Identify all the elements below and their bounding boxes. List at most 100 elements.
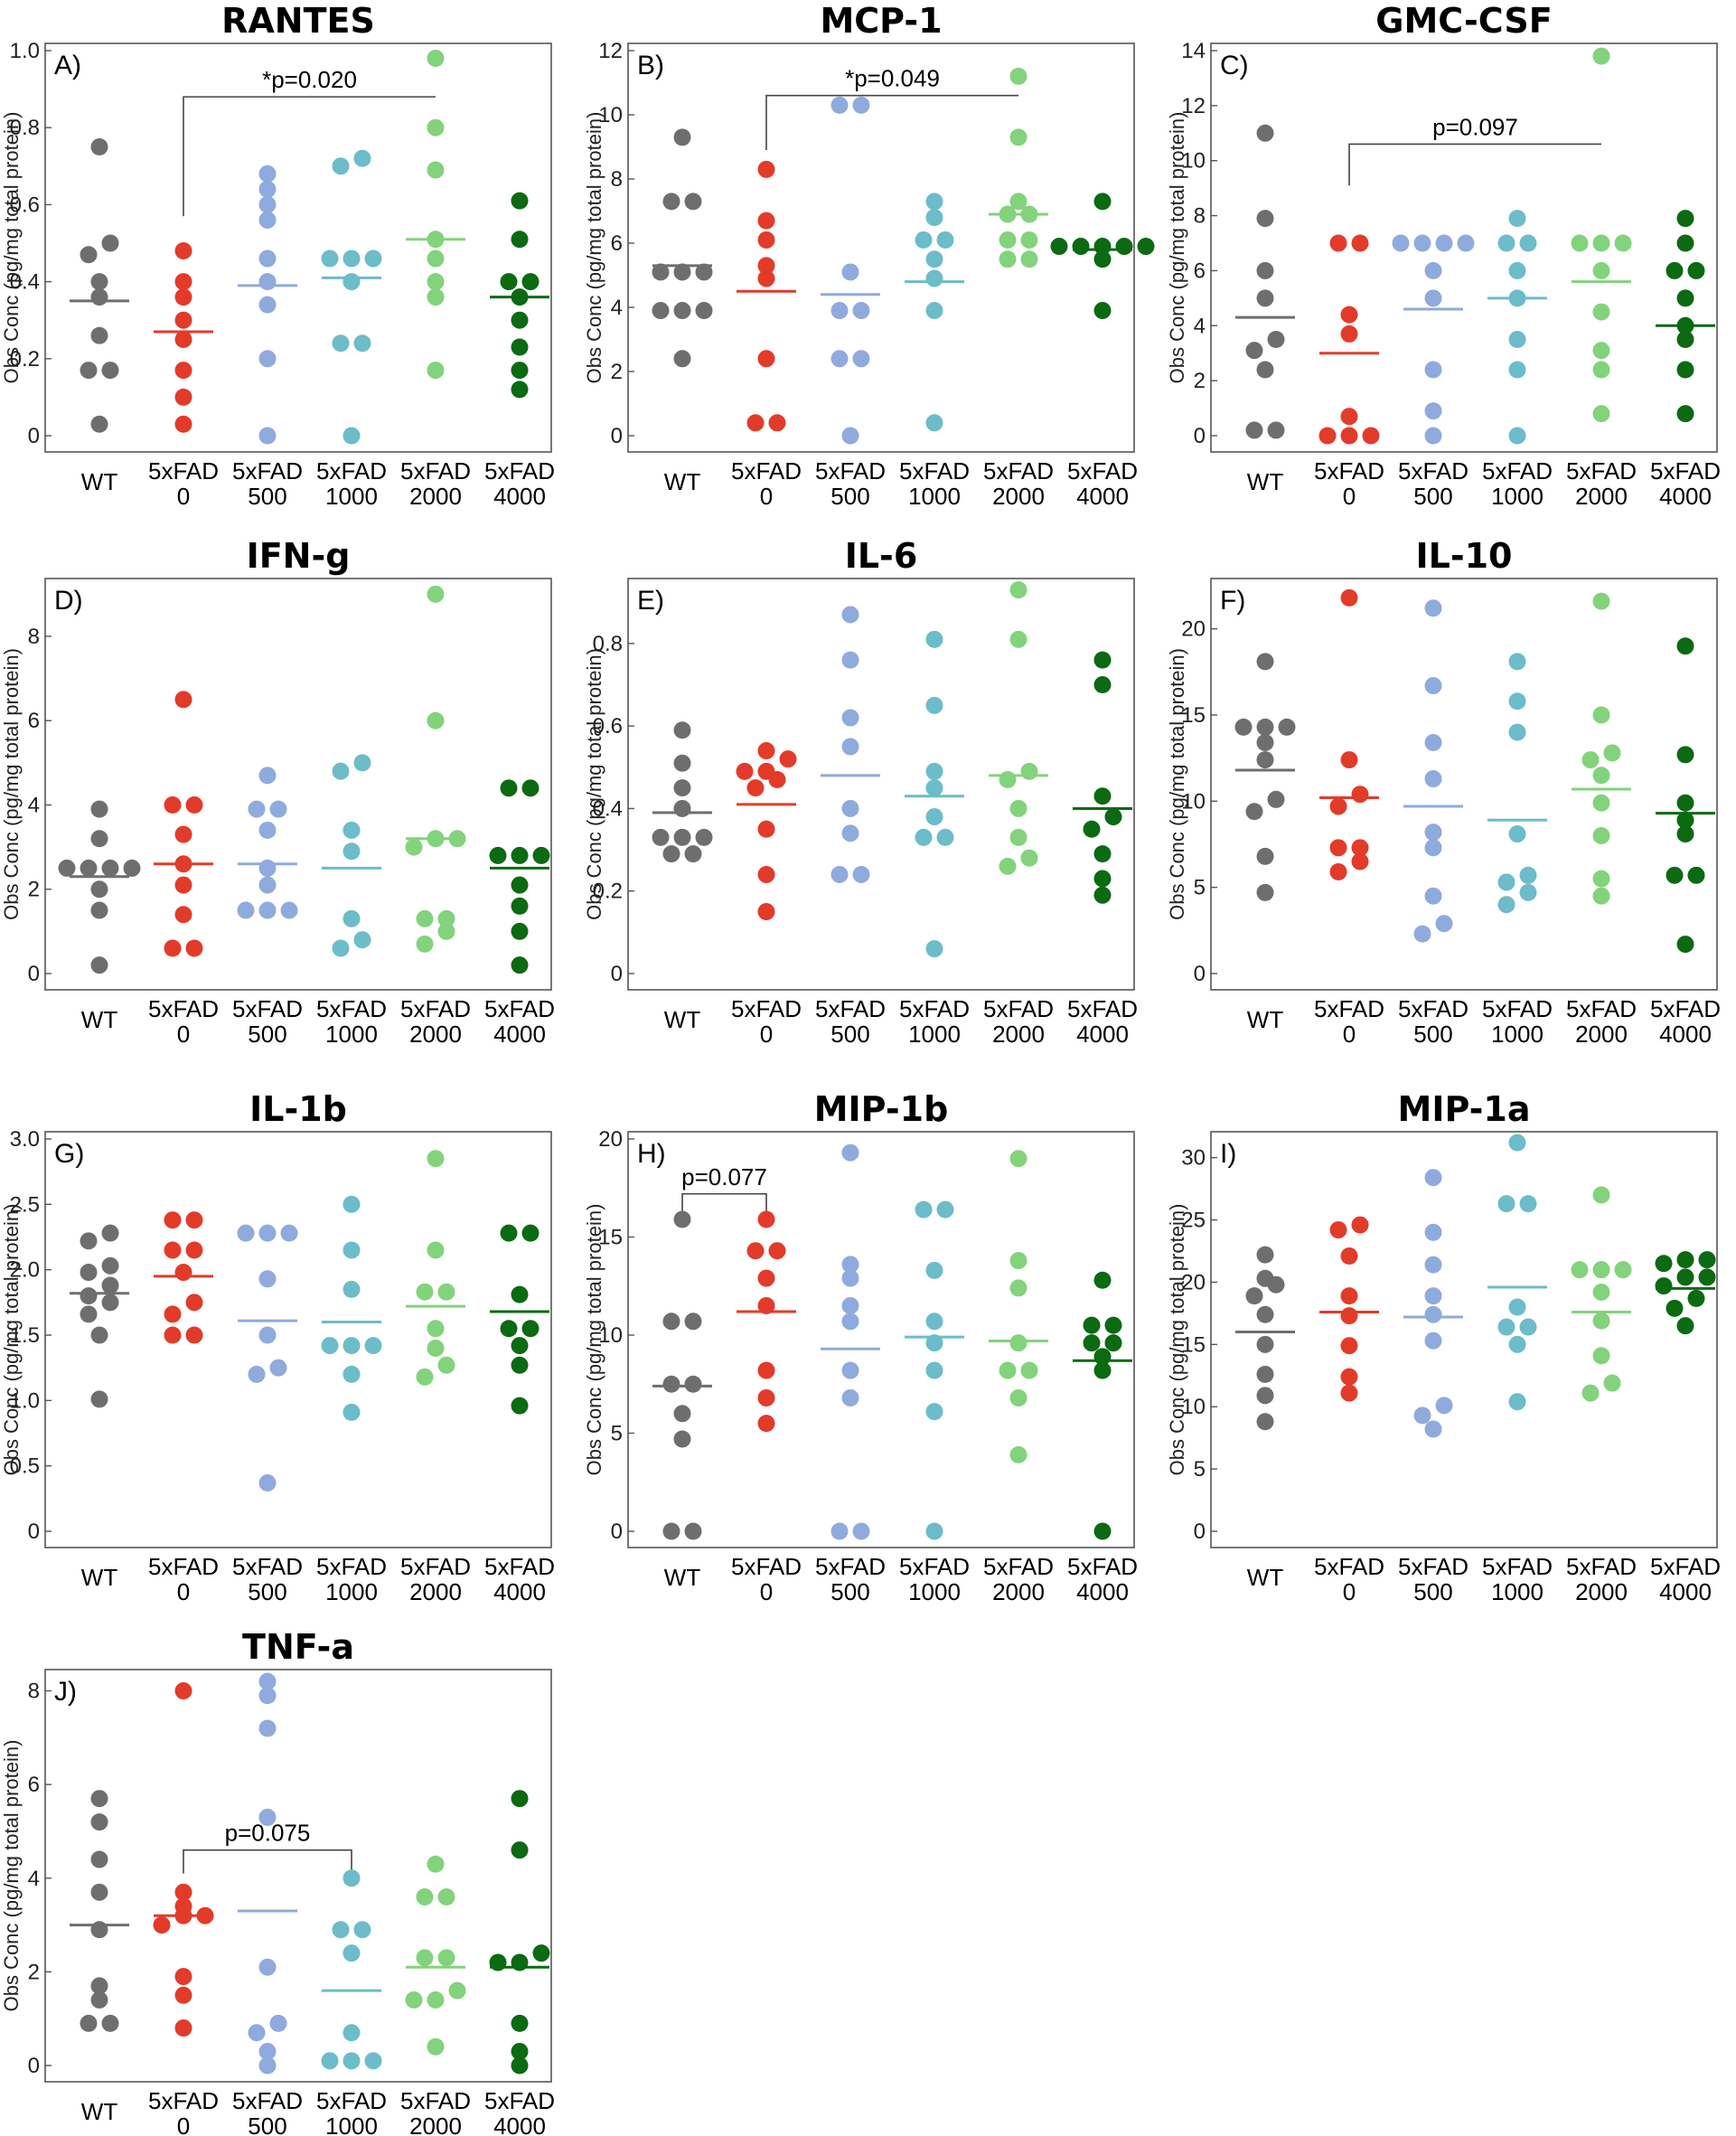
data-point bbox=[1508, 1134, 1526, 1152]
panel-title: MCP-1 bbox=[820, 1, 942, 41]
data-point bbox=[1104, 1334, 1122, 1352]
x-category-label: 5xFAD bbox=[148, 457, 219, 485]
data-point bbox=[1256, 1269, 1274, 1287]
y-tick-label: 0 bbox=[28, 424, 40, 448]
data-point bbox=[258, 1672, 277, 1690]
data-point bbox=[90, 288, 108, 306]
y-tick-label: 0.4 bbox=[593, 796, 623, 821]
data-point bbox=[500, 1320, 518, 1338]
x-category-label: WT bbox=[664, 468, 701, 495]
data-point bbox=[925, 762, 943, 780]
data-point bbox=[258, 296, 277, 314]
y-tick-label: 4 bbox=[28, 1867, 40, 1891]
data-point bbox=[343, 1241, 361, 1259]
data-point bbox=[852, 1522, 870, 1540]
data-point bbox=[1009, 828, 1028, 846]
data-point bbox=[841, 1388, 859, 1407]
y-tick-label: 0.4 bbox=[10, 270, 40, 295]
data-point bbox=[174, 388, 192, 406]
data-point bbox=[1508, 1393, 1526, 1411]
data-point bbox=[915, 828, 933, 846]
data-point bbox=[364, 2052, 382, 2070]
data-point bbox=[1093, 676, 1112, 694]
data-point bbox=[1137, 238, 1155, 256]
x-category-label: 5xFAD bbox=[1398, 995, 1469, 1022]
data-point bbox=[174, 1883, 192, 1901]
data-point bbox=[1256, 1365, 1274, 1383]
data-point bbox=[1104, 1316, 1122, 1334]
y-axis-label: Obs Conc (pg/mg total protein) bbox=[1166, 112, 1188, 384]
data-point bbox=[925, 1522, 943, 1540]
significance-bracket bbox=[183, 1849, 352, 1874]
y-tick-label: 5 bbox=[611, 1422, 623, 1446]
data-point bbox=[343, 427, 361, 445]
data-point bbox=[1435, 915, 1453, 933]
x-category-label: 5xFAD bbox=[731, 1553, 802, 1580]
x-category-label: 5xFAD bbox=[484, 457, 555, 485]
data-point bbox=[427, 585, 445, 603]
data-point bbox=[280, 1224, 298, 1242]
x-category-label: WT bbox=[81, 1006, 118, 1033]
x-category-label: 5xFAD bbox=[1067, 995, 1138, 1022]
x-category-dose: 500 bbox=[1413, 1021, 1452, 1048]
x-category-dose: 4000 bbox=[1076, 1021, 1129, 1048]
data-point bbox=[1424, 289, 1442, 307]
y-tick-label: 10 bbox=[1181, 149, 1206, 174]
data-point bbox=[258, 876, 277, 894]
data-point bbox=[925, 193, 943, 211]
data-point bbox=[1424, 1256, 1442, 1274]
data-point bbox=[1614, 234, 1632, 252]
data-point bbox=[521, 1320, 540, 1338]
y-tick-label: 0 bbox=[611, 424, 623, 448]
data-point bbox=[662, 193, 680, 211]
data-point bbox=[1093, 250, 1112, 268]
data-point bbox=[757, 1210, 775, 1228]
x-category-label: 5xFAD bbox=[815, 995, 886, 1022]
data-point bbox=[332, 939, 350, 957]
data-point bbox=[673, 1210, 691, 1228]
data-point bbox=[437, 1887, 455, 1905]
data-point bbox=[1497, 873, 1515, 891]
data-point bbox=[343, 1337, 361, 1355]
data-point bbox=[1508, 427, 1526, 445]
x-category-label: 5xFAD bbox=[899, 457, 970, 485]
panel-title: RANTES bbox=[221, 1, 375, 41]
data-point bbox=[258, 165, 277, 183]
y-tick-label: 1.5 bbox=[10, 1323, 40, 1348]
data-point bbox=[185, 1241, 203, 1259]
data-point bbox=[405, 1990, 423, 2009]
data-point bbox=[1340, 325, 1358, 343]
data-point bbox=[673, 1405, 691, 1423]
panel-mip-1a: MIP-1aI)Obs Conc (pg/mg total protein)05… bbox=[1166, 1089, 1721, 1605]
x-category-dose: 500 bbox=[830, 1021, 869, 1048]
data-point bbox=[768, 414, 786, 432]
data-point bbox=[343, 842, 361, 861]
data-point bbox=[185, 1294, 203, 1312]
data-point bbox=[353, 149, 371, 167]
x-category-label: 5xFAD bbox=[400, 1553, 471, 1580]
y-tick-label: 2 bbox=[28, 1960, 40, 1984]
data-point bbox=[511, 231, 529, 249]
data-point bbox=[757, 903, 775, 921]
data-point bbox=[332, 1921, 350, 1939]
data-point bbox=[1603, 744, 1621, 762]
data-point bbox=[174, 1968, 192, 1986]
data-point bbox=[90, 1326, 108, 1344]
data-point bbox=[1413, 925, 1431, 943]
data-point bbox=[1424, 427, 1442, 445]
data-point bbox=[757, 820, 775, 838]
data-point bbox=[1093, 870, 1112, 888]
data-point bbox=[416, 1887, 434, 1905]
data-point bbox=[925, 779, 943, 797]
y-tick-label: 30 bbox=[1181, 1146, 1206, 1171]
data-point bbox=[1676, 637, 1694, 655]
y-tick-label: 10 bbox=[598, 103, 623, 127]
x-category-dose: 500 bbox=[1413, 1578, 1452, 1605]
data-point bbox=[343, 1280, 361, 1298]
x-category-label: 5xFAD bbox=[1067, 457, 1138, 485]
x-category-dose: 500 bbox=[248, 483, 286, 510]
data-point bbox=[258, 2056, 277, 2075]
y-tick-label: 8 bbox=[28, 1680, 40, 1704]
y-tick-label: 0 bbox=[1194, 424, 1206, 448]
y-tick-label: 0 bbox=[28, 962, 40, 986]
